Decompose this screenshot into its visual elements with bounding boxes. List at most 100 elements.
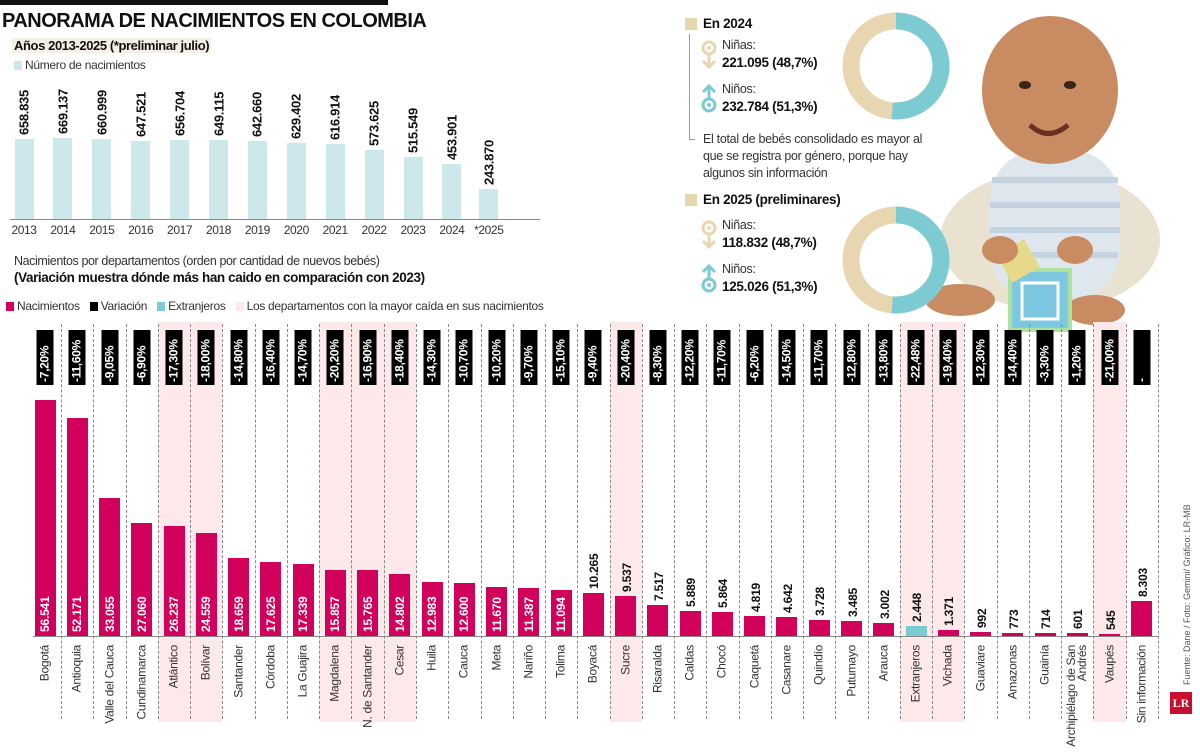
department-name: Meta — [489, 645, 504, 671]
variation-badge: -21,00% — [1101, 330, 1119, 385]
column-divider — [964, 324, 966, 719]
column-divider — [835, 324, 837, 719]
department-value-label: 5.889 — [684, 578, 699, 608]
column-divider — [932, 324, 934, 719]
column-divider — [480, 324, 482, 719]
department-name: Valle del Cauca — [102, 645, 117, 724]
year-tick-label: 2016 — [128, 223, 154, 237]
department-bar — [34, 400, 56, 636]
department-bar — [1131, 601, 1153, 636]
variation-badge: -14,30% — [423, 330, 441, 385]
legend-item-births: Nacimientos — [6, 299, 80, 313]
legend-label: Nacimientos — [17, 299, 80, 313]
highlight-column — [609, 322, 642, 722]
departments-chart: 56.541 -7,20% Bogotá 52.171 -11,60% Antioquia… — [33, 322, 1159, 747]
department-bar — [66, 418, 88, 636]
column-divider — [770, 324, 772, 719]
department-name: Atlántico — [166, 645, 181, 689]
department-value-label: 17.339 — [296, 596, 311, 632]
department-bar — [615, 596, 637, 636]
legend-swatch — [235, 301, 244, 311]
department-name: Cundinamarca — [134, 645, 149, 720]
departments-caption: Nacimientos por departamentos (orden por… — [14, 254, 380, 268]
column-divider — [286, 324, 288, 719]
departments-legend: Nacimientos Variación Extranjeros Los de… — [6, 299, 544, 313]
department-bar — [776, 616, 798, 636]
year-bar — [131, 140, 151, 219]
column-divider — [867, 324, 869, 719]
column-divider — [1093, 324, 1095, 719]
variation-badge: -19,40% — [939, 330, 957, 385]
column-divider — [319, 324, 321, 719]
column-divider — [1028, 324, 1030, 719]
variation-badge: -12,30% — [972, 330, 990, 385]
highlight-column — [157, 322, 191, 722]
male-icon — [701, 263, 717, 293]
department-bar — [744, 615, 766, 636]
year-tick-label: 2020 — [283, 223, 310, 237]
female-icon — [701, 40, 717, 70]
department-name: Vaupés — [1102, 645, 1117, 684]
department-value-label: 12.600 — [457, 596, 472, 632]
department-name: Boyacá — [585, 645, 600, 684]
department-name: Bolívar — [198, 645, 213, 681]
variation-badge: -11,70% — [810, 330, 828, 385]
department-bar — [905, 625, 927, 636]
section-2024-heading: En 2024 — [685, 16, 752, 31]
legend-swatch — [89, 301, 98, 311]
department-bar — [808, 620, 830, 636]
department-value-label: 4.819 — [748, 582, 763, 612]
heading-text: En 2025 (preliminares) — [703, 192, 841, 207]
column-divider — [609, 324, 611, 719]
variation-badge: -9,40% — [584, 330, 602, 385]
department-value-label: 33.055 — [102, 596, 117, 632]
variation-badge: -11,60% — [68, 330, 86, 385]
year-bar — [247, 141, 267, 219]
donut-chart-2024 — [842, 12, 950, 120]
column-divider — [448, 324, 450, 719]
department-name: Arauca — [876, 645, 891, 682]
department-name: N. de Santander — [360, 645, 375, 728]
girls-label: Niñas: — [722, 38, 756, 52]
variation-badge: -12,20% — [681, 330, 699, 385]
year-bar — [14, 139, 34, 219]
column-divider — [254, 324, 256, 719]
column-divider — [803, 324, 805, 719]
legend-item-variation: Variación — [89, 299, 147, 313]
department-name: Extranjeros — [908, 645, 923, 703]
department-value-label: 3.728 — [813, 587, 828, 617]
department-value-label: 992 — [974, 608, 989, 628]
department-name: Cauca — [456, 645, 471, 679]
note-connector-tick — [689, 139, 695, 140]
yearly-births-chart: 658.835 2013 669.137 2014 660.999 2015 647.521… — [0, 0, 560, 240]
highlight-column — [190, 322, 223, 722]
source-credit: Fuente: Dane / Foto: Gemini/ Gráfico: LR… — [1182, 504, 1192, 685]
column-divider — [738, 324, 740, 719]
highlight-column — [932, 322, 965, 722]
department-value-label: 773 — [1006, 609, 1021, 629]
variation-badge: -18,00% — [197, 330, 215, 385]
column-divider — [1061, 324, 1063, 719]
year-tick-label: 2022 — [361, 223, 388, 237]
column-divider — [351, 324, 353, 719]
department-value-label: 17.625 — [263, 596, 278, 632]
year-bar — [325, 144, 345, 219]
department-value-label: 10.265 — [587, 553, 602, 590]
highlight-column — [1093, 322, 1126, 722]
year-tick-label: 2014 — [50, 223, 76, 237]
variation-badge: -14,80% — [230, 330, 248, 385]
logo-text: LR — [1172, 695, 1190, 710]
variation-badge: -1,20% — [1068, 330, 1086, 385]
department-value-label: 3.002 — [877, 590, 892, 620]
department-bar — [292, 563, 314, 636]
male-icon — [701, 83, 717, 113]
department-bar — [131, 523, 153, 636]
department-value-label: 11.387 — [521, 597, 536, 632]
year-bar — [364, 149, 384, 219]
variation-badge: -20,40% — [617, 330, 635, 385]
gender-note: El total de bebés consolidado es mayor a… — [703, 132, 923, 180]
department-value-label: 14.802 — [392, 596, 407, 632]
column-divider — [93, 324, 95, 719]
variation-badge: -3,30% — [1036, 330, 1054, 385]
department-name: Nariño — [521, 645, 536, 679]
